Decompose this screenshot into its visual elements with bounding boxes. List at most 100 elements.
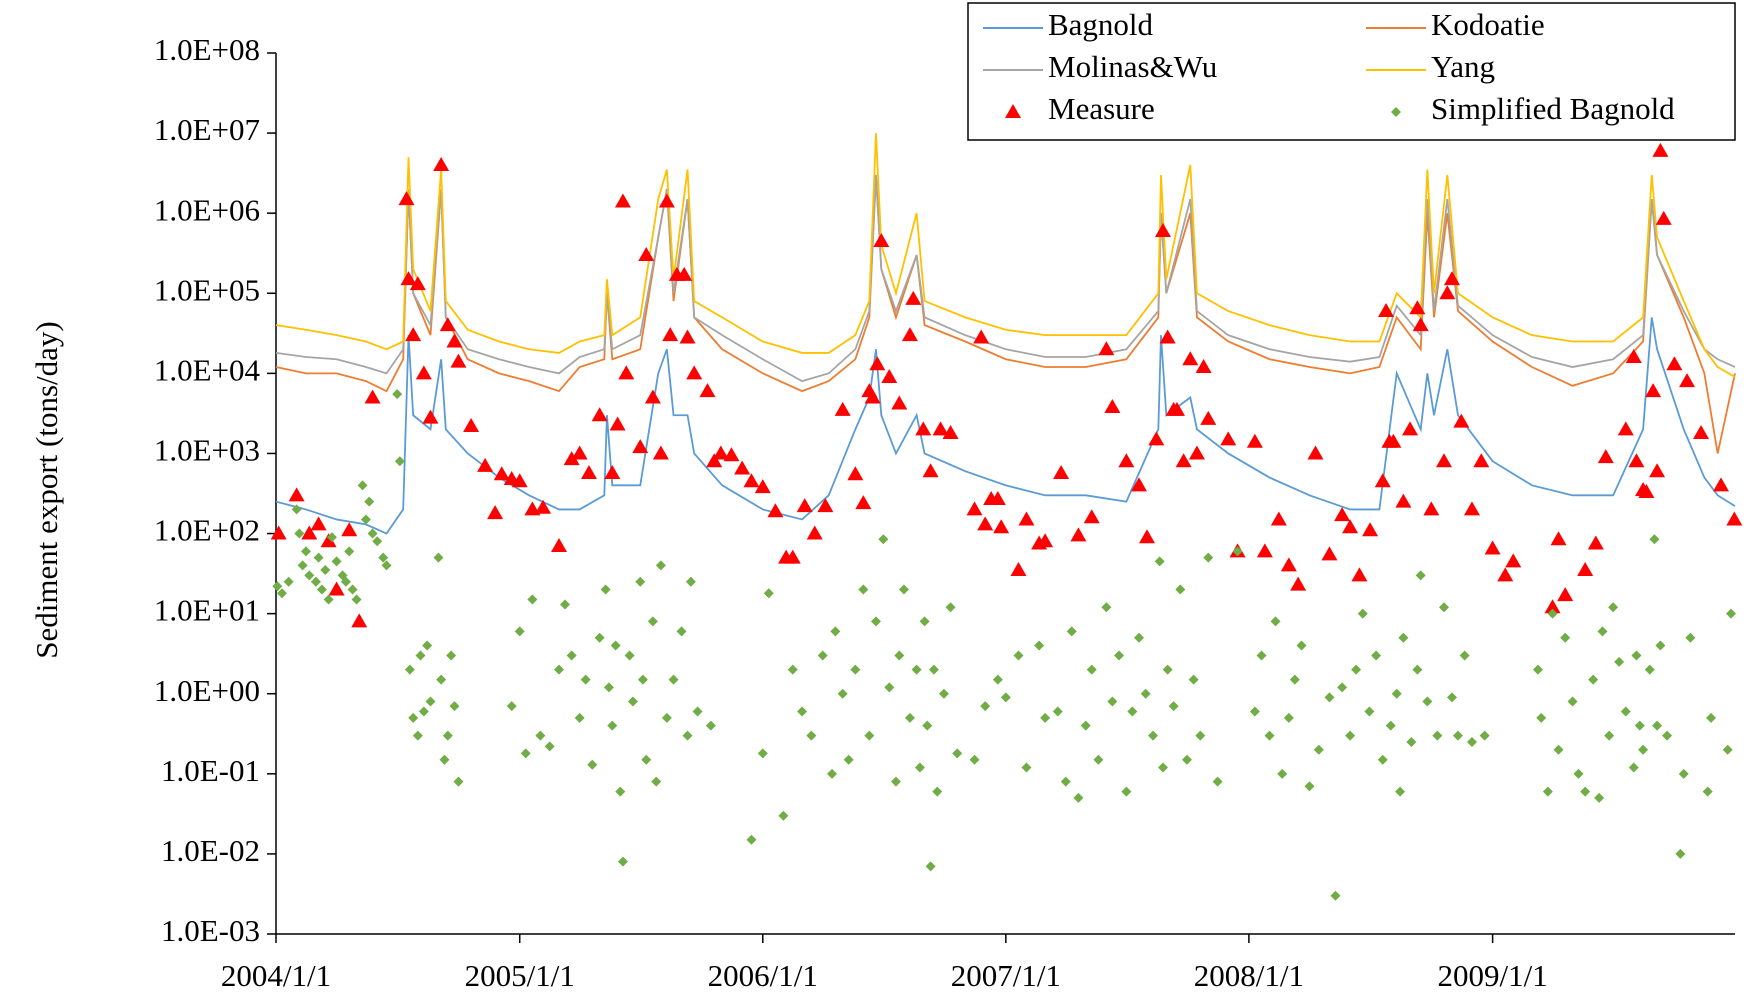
diamond-marker — [1567, 696, 1578, 707]
triangle-marker — [676, 266, 693, 281]
triangle-marker — [1098, 341, 1115, 356]
triangle-marker — [571, 445, 588, 460]
diamond-marker — [1324, 692, 1335, 703]
diamond-marker — [1073, 792, 1084, 803]
triangle-marker — [1497, 567, 1514, 582]
diamond-marker — [1345, 730, 1356, 741]
diamond-marker — [1232, 546, 1243, 557]
diamond-marker — [1351, 664, 1362, 675]
triangle-marker — [1557, 587, 1574, 602]
diamond-marker — [1655, 640, 1666, 651]
triangle-marker — [1362, 522, 1379, 537]
diamond-marker — [326, 532, 337, 543]
diamond-marker — [610, 640, 621, 651]
diamond-marker — [1181, 754, 1192, 765]
diamond-marker — [1604, 730, 1615, 741]
triangle-marker — [1200, 410, 1217, 425]
diamond-marker — [635, 576, 646, 587]
diamond-marker — [1412, 664, 1423, 675]
y-tick-label: 1.0E+02 — [154, 513, 260, 548]
diamond-marker — [1385, 720, 1396, 731]
diamond-marker — [1195, 730, 1206, 741]
diamond-marker — [506, 701, 517, 712]
triangle-marker — [644, 389, 661, 404]
diamond-marker — [787, 664, 798, 675]
legend: Bagnold Kodoatie Molinas&Wu Yang Measure Simp… — [967, 2, 1736, 141]
diamond-marker — [763, 588, 774, 599]
diamond-marker — [1722, 744, 1733, 755]
triangle-marker — [1053, 465, 1070, 480]
diamond-marker — [1337, 682, 1348, 693]
triangle-marker — [922, 463, 939, 478]
diamond-marker — [1093, 754, 1104, 765]
triangle-marker — [1118, 453, 1135, 468]
diamond-marker — [870, 616, 881, 627]
diamond-marker — [864, 730, 875, 741]
diamond-marker — [446, 650, 457, 661]
triangle-marker — [1435, 453, 1452, 468]
diamond-marker — [554, 664, 565, 675]
diamond-marker — [1479, 730, 1490, 741]
triangle-marker — [1550, 531, 1567, 546]
x-tick-label: 2008/1/1 — [1194, 958, 1304, 993]
triangle-marker — [1385, 433, 1402, 448]
triangle-marker — [901, 327, 918, 342]
diamond-marker — [890, 776, 901, 787]
diamond-marker — [878, 534, 889, 545]
triangle-marker — [1037, 533, 1054, 548]
legend-label: Bagnold — [1048, 7, 1154, 42]
triangle-marker — [563, 451, 580, 466]
triangle-marker — [1246, 433, 1263, 448]
diamond-marker — [746, 834, 757, 845]
diamond-marker — [647, 616, 658, 627]
diamond-marker — [297, 560, 308, 571]
y-tick-label: 1.0E+03 — [154, 433, 260, 468]
triangle-marker — [477, 457, 494, 472]
diamond-marker — [676, 626, 687, 637]
diamond-marker — [1357, 608, 1368, 619]
triangle-marker — [915, 421, 932, 436]
diamond-marker — [1432, 730, 1443, 741]
triangle-marker — [320, 533, 337, 548]
diamond-marker — [1296, 640, 1307, 651]
diamond-marker — [858, 584, 869, 595]
diamond-marker — [1644, 664, 1655, 675]
triangle-marker — [1649, 463, 1666, 478]
diamond-marker — [1573, 768, 1584, 779]
diamond-marker — [1638, 744, 1649, 755]
triangle-marker — [784, 549, 801, 564]
triangle-marker — [433, 156, 450, 171]
triangle-marker — [409, 276, 426, 291]
diamond-marker — [884, 682, 895, 693]
diamond-marker — [310, 576, 321, 587]
triangle-marker — [1402, 421, 1419, 436]
triangle-marker — [1182, 351, 1199, 366]
diamond-marker — [827, 768, 838, 779]
triangle-marker — [652, 445, 669, 460]
triangle-marker — [686, 365, 703, 380]
diamond-marker — [1175, 584, 1186, 595]
diamond-marker — [514, 626, 525, 637]
diamond-marker — [1391, 107, 1401, 117]
diamond-marker — [705, 720, 716, 731]
diamond-marker — [1685, 632, 1696, 643]
triangle-marker — [288, 487, 305, 502]
triangle-marker — [614, 193, 631, 208]
triangle-marker — [1443, 271, 1460, 286]
diamond-marker — [1614, 656, 1625, 667]
legend-label: Simplified Bagnold — [1431, 91, 1675, 126]
y-tick-label: 1.0E+07 — [154, 112, 260, 147]
triangle-marker — [341, 522, 358, 537]
diamond-marker — [291, 504, 302, 515]
diamond-marker — [945, 602, 956, 613]
triangle-marker — [977, 516, 994, 531]
triangle-marker — [580, 465, 597, 480]
diamond-marker — [304, 570, 315, 581]
triangle-marker — [511, 473, 528, 488]
triangle-marker — [1617, 421, 1634, 436]
diamond-marker — [1034, 640, 1045, 651]
diamond-marker — [1560, 632, 1571, 643]
triangle-marker — [493, 466, 510, 481]
diamond-marker — [425, 696, 436, 707]
